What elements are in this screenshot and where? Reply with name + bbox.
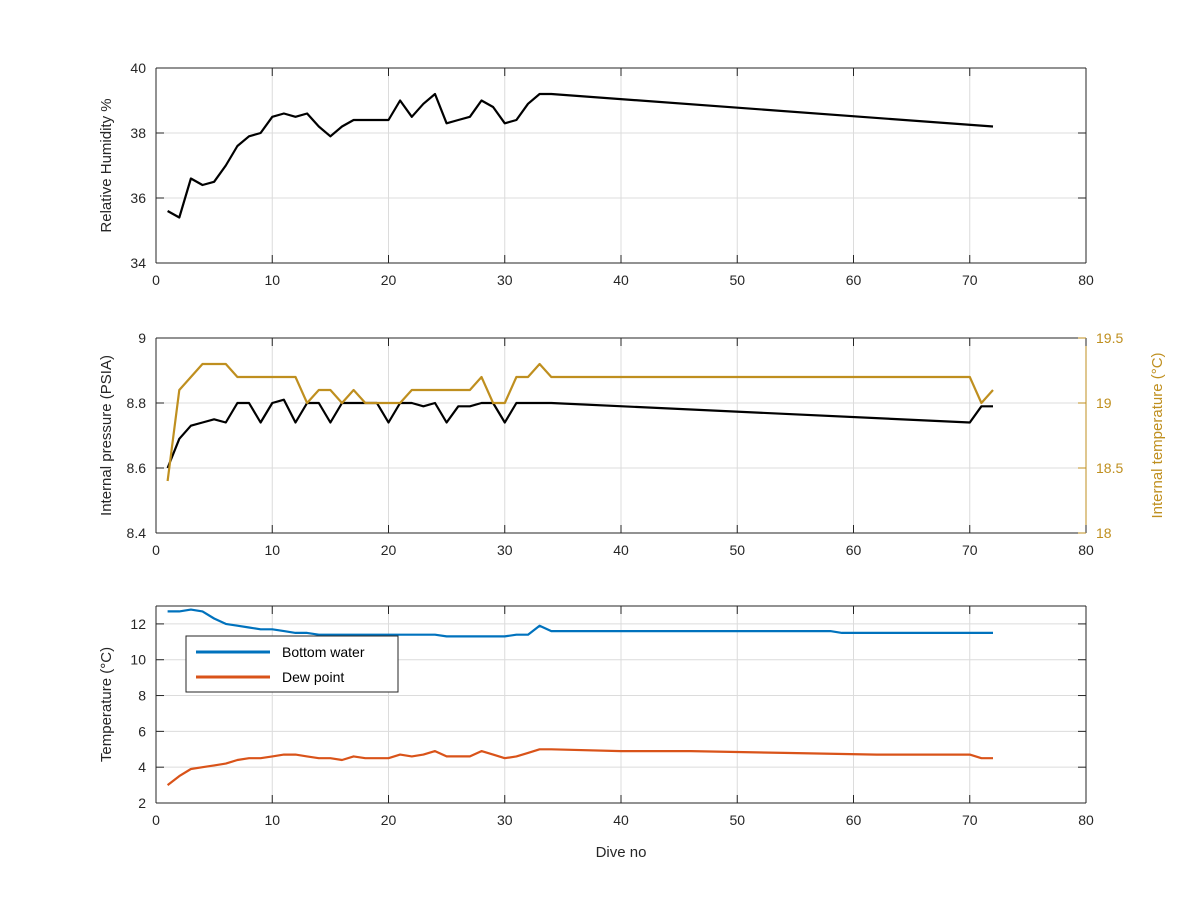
legend-box (185, 635, 399, 693)
chart-panel-1: 0 10 20 30 40 50 60 70 80 34 36 38 40 Relative Humidi… (98, 60, 1094, 288)
y2-tick-label: 19.5 (1096, 330, 1123, 346)
y-axis-label: Temperature (°C) (98, 647, 115, 762)
y-tick-label: 38 (130, 125, 146, 141)
y-tick-label: 6 (138, 723, 146, 739)
series-1-line (167, 92, 994, 219)
y-tick-label: 2 (138, 795, 146, 811)
y-tick-label: 36 (130, 190, 146, 206)
x-tick-label: 40 (613, 812, 629, 828)
x-tick-label: 80 (1078, 542, 1094, 558)
x-tick-label: 80 (1078, 272, 1094, 288)
series-2-line (166, 362, 994, 482)
x-tick-label: 20 (381, 272, 397, 288)
x-tick-label: 60 (846, 542, 862, 558)
x-tick-label: 10 (264, 812, 280, 828)
x-tick-label: 20 (381, 812, 397, 828)
x-tick-label: 70 (962, 812, 978, 828)
series-bottom-water-line (167, 608, 993, 638)
y-tick-label: 9 (138, 330, 146, 346)
x-tick-label: 10 (264, 542, 280, 558)
y2-tick-label: 19 (1096, 395, 1112, 411)
y-tick-label: 8.6 (127, 460, 147, 476)
x-tick-label: 10 (264, 272, 280, 288)
x-tick-label: 40 (613, 272, 629, 288)
legend-label-dew-point: Dew point (282, 669, 344, 685)
legend-label-bottom-water: Bottom water (282, 644, 365, 660)
x-tick-label: 30 (497, 272, 513, 288)
x-tick-label: 70 (962, 542, 978, 558)
y2-tick-label: 18.5 (1096, 460, 1123, 476)
y-tick-label: 4 (138, 759, 146, 775)
series-dew-point-line (166, 748, 993, 786)
x-tick-label: 60 (846, 272, 862, 288)
x-tick-label: 0 (152, 542, 160, 558)
x-tick-label: 70 (962, 272, 978, 288)
y-tick-label: 40 (130, 60, 146, 76)
chart-panel-3: 0 10 20 30 40 50 60 70 80 2 4 6 8 10 12 Temperature (°C… (98, 605, 1094, 861)
x-tick-label: 80 (1078, 812, 1094, 828)
y-axis-label: Internal pressure (PSIA) (98, 355, 115, 516)
x-tick-label: 30 (497, 542, 513, 558)
x-tick-label: 0 (152, 272, 160, 288)
y-tick-label: 8.4 (127, 525, 147, 541)
x-axis-label: Dive no (596, 844, 647, 861)
x-tick-label: 20 (381, 542, 397, 558)
y2-tick-label: 18 (1096, 525, 1112, 541)
legend: Bottom water Dew point (185, 635, 399, 693)
y-tick-label: 12 (130, 616, 146, 632)
y-tick-label: 8 (138, 688, 146, 704)
x-tick-label: 30 (497, 812, 513, 828)
x-tick-label: 0 (152, 812, 160, 828)
x-tick-label: 60 (846, 812, 862, 828)
y-tick-label: 10 (130, 652, 146, 668)
y-tick-label: 34 (130, 255, 146, 271)
x-tick-label: 40 (613, 542, 629, 558)
x-tick-label: 50 (729, 272, 745, 288)
y-axis-label: Relative Humidity % (98, 98, 115, 232)
chart-panel-2: 0 10 20 30 40 50 60 70 80 8.4 8.6 8.8 9 18 18.5 19 19.5 I… (98, 330, 1166, 558)
y2-axis-label: Internal temperature (°C) (1149, 352, 1166, 518)
x-tick-label: 50 (729, 812, 745, 828)
y-tick-label: 8.8 (127, 395, 147, 411)
x-tick-label: 50 (729, 542, 745, 558)
